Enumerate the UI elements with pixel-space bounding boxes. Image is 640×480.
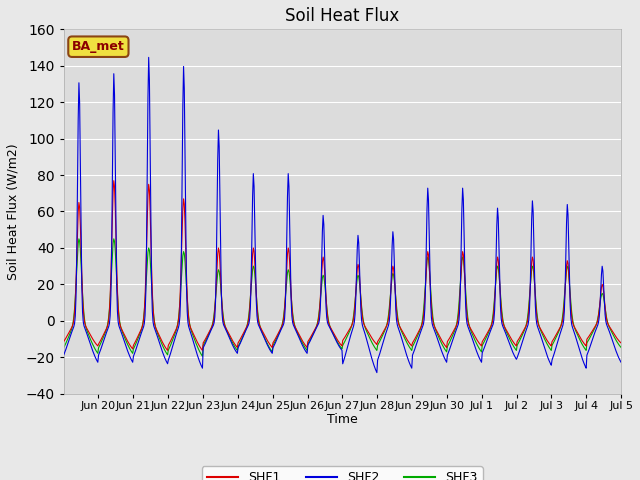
X-axis label: Time: Time xyxy=(327,413,358,426)
Y-axis label: Soil Heat Flux (W/m2): Soil Heat Flux (W/m2) xyxy=(7,143,20,280)
Text: BA_met: BA_met xyxy=(72,40,125,53)
Legend: SHF1, SHF2, SHF3: SHF1, SHF2, SHF3 xyxy=(202,467,483,480)
Title: Soil Heat Flux: Soil Heat Flux xyxy=(285,7,399,25)
